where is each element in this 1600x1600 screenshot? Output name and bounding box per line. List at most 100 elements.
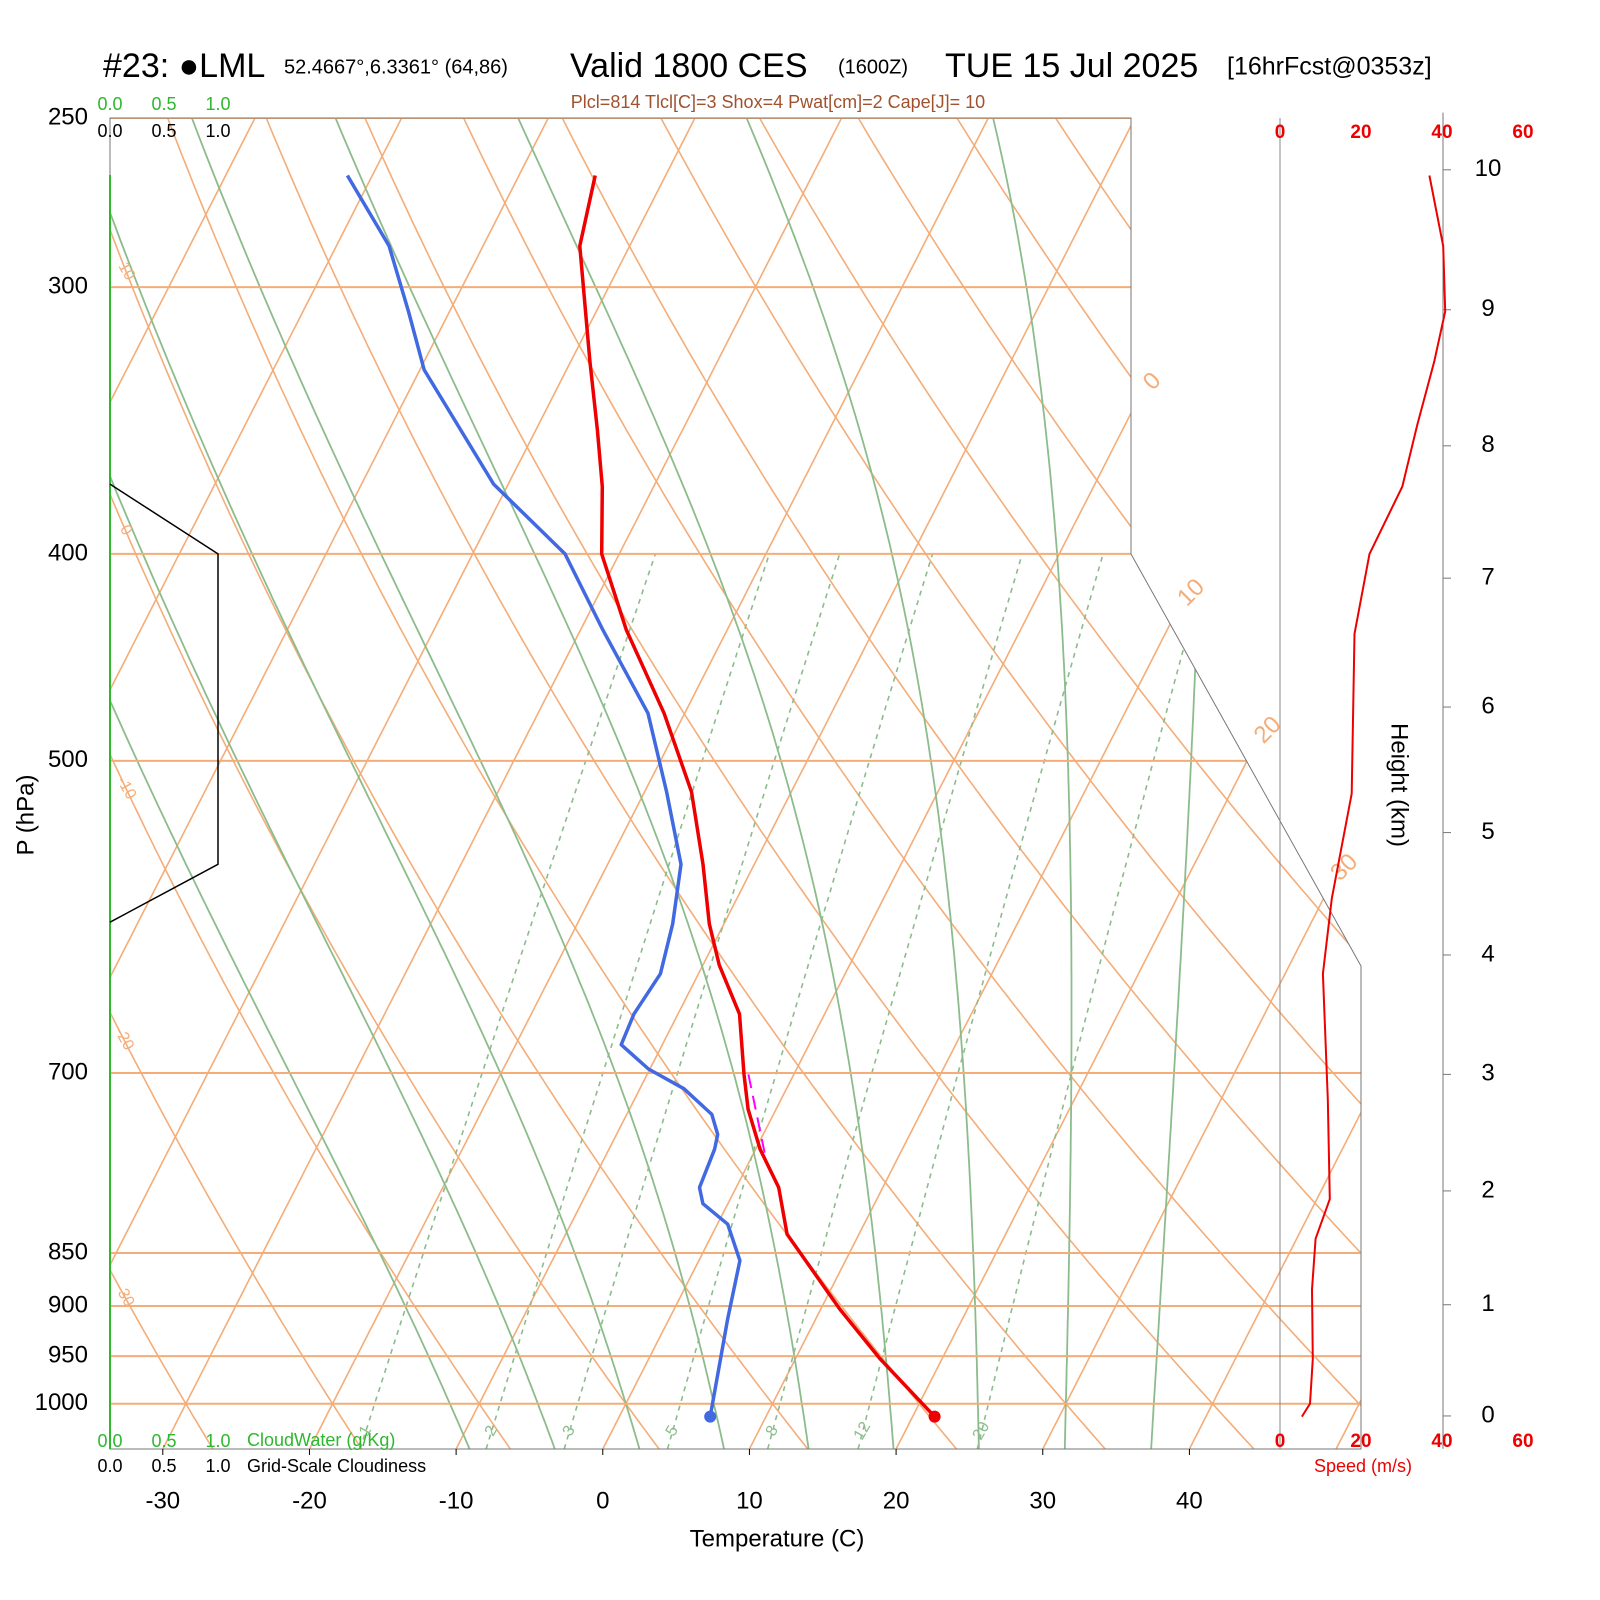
mixing-ratio-label: 12 xyxy=(851,1419,875,1443)
isotherm xyxy=(308,118,990,1449)
y2-tick-label: 5 xyxy=(1481,818,1494,845)
y2-tick-label: 2 xyxy=(1481,1176,1494,1203)
dry-adiabat xyxy=(166,118,958,1449)
x-tick-label: 20 xyxy=(883,1487,910,1514)
dry-adiabat xyxy=(462,118,1361,1449)
isotherm xyxy=(110,118,696,1449)
x-tick-label: 10 xyxy=(736,1487,763,1514)
y2-tick-label: 1 xyxy=(1481,1290,1494,1317)
dry-adiabat-label: -10 xyxy=(113,774,139,803)
dry-adiabat xyxy=(1252,118,1361,1449)
dry-adiabat xyxy=(660,118,1361,1449)
isotherm xyxy=(455,118,1136,1449)
cloudiness-tick-label: 1.0 xyxy=(205,1456,230,1476)
isotherm xyxy=(1188,118,1361,1449)
y-tick-label: 1000 xyxy=(35,1389,88,1416)
y-tick-label: 850 xyxy=(48,1238,88,1265)
moist-adiabat xyxy=(517,118,895,1449)
cloud-water-tick-label: 0.0 xyxy=(97,94,122,114)
moist-adiabat xyxy=(110,118,556,1449)
dry-adiabat xyxy=(110,118,660,1449)
dry-adiabat xyxy=(110,118,511,1449)
mixing-ratio-label: 5 xyxy=(663,1423,682,1439)
cloud-water-tick-label: 0.5 xyxy=(151,94,176,114)
dry-adiabat-label: 10 xyxy=(115,259,139,283)
mixing-ratio-line xyxy=(857,553,1104,1449)
isotherm xyxy=(162,118,843,1449)
dry-adiabat xyxy=(857,118,1361,1449)
isotherm-label: 10 xyxy=(1172,573,1210,611)
cloudiness-label: Grid-Scale Cloudiness xyxy=(247,1456,426,1476)
dry-adiabat xyxy=(1450,118,1600,1449)
moist-adiabat xyxy=(110,118,641,1449)
cloudiness-tick-label: 0.0 xyxy=(97,1456,122,1476)
x-tick-label: 40 xyxy=(1176,1487,1203,1514)
cloud-water-label: CloudWater (g/Kg) xyxy=(247,1430,395,1450)
speed-tick-label: 0 xyxy=(1275,122,1286,143)
speed-tick-label: 40 xyxy=(1431,122,1452,143)
mixing-ratio-label: 20 xyxy=(970,1419,994,1443)
x-axis-label: Temperature (C) xyxy=(690,1525,865,1552)
y2-axis-label: Height (km) xyxy=(1386,723,1413,847)
speed-tick-label: 20 xyxy=(1350,122,1371,143)
dry-adiabat xyxy=(110,118,363,1449)
y2-tick-label: 6 xyxy=(1481,692,1494,719)
cloudiness-tick-label: 1.0 xyxy=(205,121,230,141)
speed-tick-label: 60 xyxy=(1512,1431,1533,1452)
title-station: #23: ●LML xyxy=(103,47,265,85)
moist-adiabat xyxy=(334,118,810,1449)
mixing-ratio-line xyxy=(563,553,841,1449)
cloud-water-tick-label: 0.0 xyxy=(97,1431,122,1451)
surface-dot xyxy=(704,1410,717,1423)
parcel-line xyxy=(747,1074,766,1155)
mixing-ratio-line xyxy=(976,553,1211,1449)
y-tick-label: 400 xyxy=(48,539,88,566)
isotherm xyxy=(895,118,1361,1449)
isotherm xyxy=(1042,118,1361,1449)
dry-adiabat xyxy=(1054,118,1361,1449)
dry-adiabat xyxy=(265,118,1106,1449)
title-forecast: [16hrFcst@0353z] xyxy=(1227,53,1432,81)
y2-tick-label: 4 xyxy=(1481,940,1494,967)
mixing-ratio-line xyxy=(666,553,934,1449)
dry-adiabat xyxy=(110,118,809,1449)
sounding-line xyxy=(578,175,936,1418)
y-tick-label: 900 xyxy=(48,1291,88,1318)
subtitle: Plcl=814 Tlcl[C]=3 Shox=4 Pwat[cm]=2 Cap… xyxy=(571,92,985,112)
title-date: TUE 15 Jul 2025 xyxy=(945,47,1198,85)
speed-line xyxy=(1301,175,1447,1418)
title-location: 52.4667°,6.3361° (64,86) xyxy=(284,56,508,78)
y-tick-label: 300 xyxy=(48,272,88,299)
speed-tick-label: 20 xyxy=(1350,1431,1371,1452)
cloudiness-tick-label: 0.5 xyxy=(151,1456,176,1476)
mixing-ratio-label: 3 xyxy=(560,1423,579,1439)
speed-tick-label: 40 xyxy=(1431,1431,1452,1452)
cloudiness-tick-label: 0.0 xyxy=(97,121,122,141)
isotherm-label: 0 xyxy=(1138,367,1167,396)
surface-dot xyxy=(928,1410,941,1423)
y-tick-label: 700 xyxy=(48,1058,88,1085)
dry-adiabat xyxy=(364,118,1255,1449)
isotherm xyxy=(110,118,403,1449)
moist-adiabat xyxy=(992,118,1073,1449)
y-tick-label: 500 xyxy=(48,746,88,773)
y2-tick-label: 10 xyxy=(1475,155,1502,182)
y-tick-label: 950 xyxy=(48,1342,88,1369)
y-axis-label: P (hPa) xyxy=(12,775,39,856)
dry-adiabat xyxy=(1549,118,1600,1449)
mixing-ratio-label: 2 xyxy=(482,1423,501,1439)
y2-tick-label: 7 xyxy=(1481,564,1494,591)
speed-label: Speed (m/s) xyxy=(1314,1456,1412,1476)
isotherm xyxy=(1483,118,1600,1449)
speed-tick-label: 0 xyxy=(1275,1431,1286,1452)
mixing-ratio-label: 8 xyxy=(763,1423,782,1439)
title-valid: Valid 1800 CES xyxy=(570,47,808,85)
isotherm-label: 30 xyxy=(1325,848,1363,886)
dry-adiabat xyxy=(110,118,214,1449)
mixing-ratio-line xyxy=(766,553,1024,1449)
y2-tick-label: 3 xyxy=(1481,1060,1494,1087)
dry-adiabat-label: -20 xyxy=(111,1025,137,1054)
speed-tick-label: 60 xyxy=(1512,122,1533,143)
